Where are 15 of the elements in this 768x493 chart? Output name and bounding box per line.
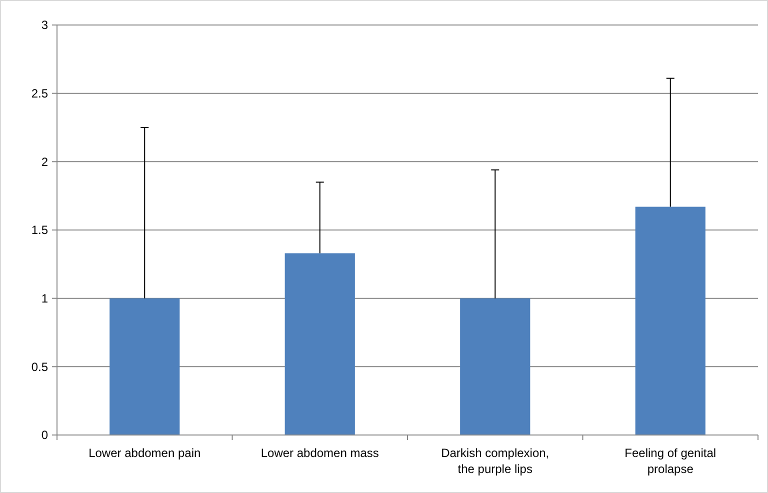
y-tick-label: 2.5 <box>31 86 48 101</box>
bar <box>284 253 355 435</box>
y-tick-label: 1 <box>41 292 48 306</box>
bar <box>635 206 706 435</box>
bar <box>110 298 180 435</box>
y-tick-label: 3 <box>41 18 48 32</box>
bar <box>460 298 530 435</box>
x-tick-label: Darkish complexion, the purple lips <box>441 446 550 476</box>
x-tick-label: Lower abdomen pain <box>88 446 201 460</box>
x-tick-label: Lower abdomen mass <box>260 446 379 460</box>
y-tick-label: 1.5 <box>31 223 48 238</box>
y-tick-label: 0 <box>41 428 48 442</box>
x-tick-label: Feeling of genital prolapse <box>624 446 716 476</box>
y-tick-label: 0.5 <box>31 360 48 374</box>
y-tick-label: 2 <box>41 154 48 169</box>
